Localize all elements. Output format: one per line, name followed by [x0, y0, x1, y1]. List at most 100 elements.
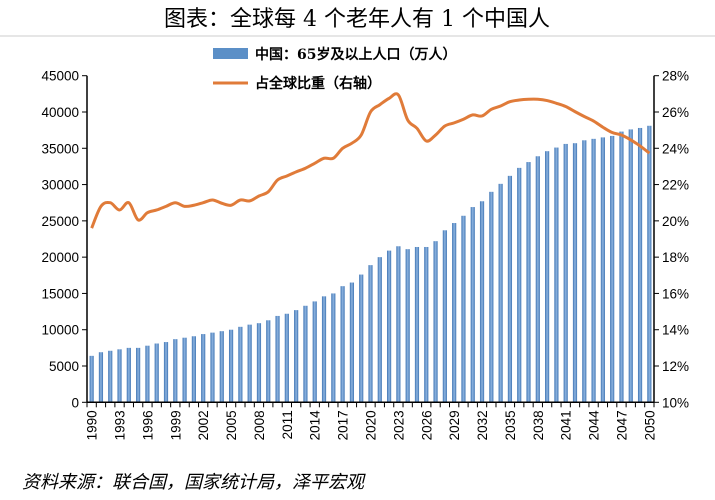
right-tick-label: 10%: [662, 395, 689, 410]
bar-2049: [637, 127, 643, 403]
bar-2033: [489, 191, 494, 403]
right-tick-label: 14%: [662, 323, 689, 338]
bar-2016: [331, 293, 336, 403]
bar-2013: [303, 305, 308, 403]
bar-2048: [628, 129, 633, 403]
bar-1992: [108, 350, 113, 403]
bar-2004: [219, 331, 224, 403]
left-tick-label: 40000: [41, 105, 79, 120]
bar-2015: [321, 296, 327, 403]
bar-2002: [201, 334, 206, 403]
bar-2000: [182, 337, 187, 403]
bar-2043: [582, 140, 587, 403]
x-tick-label: 2050: [642, 410, 657, 440]
x-tick-label: 2041: [559, 410, 574, 440]
bar-1991: [98, 352, 104, 403]
bar-2019: [359, 274, 364, 403]
left-tick-label: 10000: [41, 323, 79, 338]
bar-1999: [173, 339, 178, 403]
bar-2028: [442, 230, 447, 403]
bar-2014: [312, 301, 317, 403]
bar-2038: [535, 156, 540, 403]
bar-2026: [424, 246, 429, 403]
left-tick-label: 15000: [41, 286, 79, 301]
x-tick-label: 2008: [252, 410, 267, 440]
bar-1990: [89, 355, 94, 403]
x-tick-label: 2035: [503, 410, 518, 440]
bar-1997: [154, 343, 159, 403]
bar-2017: [340, 286, 345, 403]
bar-2020: [368, 265, 373, 403]
legend-line-label: 占全球比重（右轴）: [255, 75, 381, 92]
bar-2035: [507, 175, 513, 403]
chart-title: 图表：全球每 4 个老年人有 1 个中国人: [164, 7, 550, 32]
bar-2001: [191, 336, 196, 403]
bar-2024: [405, 249, 410, 403]
legend-bar-label: 中国：65岁及以上人口（万人）: [255, 46, 456, 63]
x-tick-label: 2014: [308, 410, 323, 441]
x-tick-label: 1990: [85, 410, 100, 440]
bar-2037: [526, 162, 531, 403]
left-tick-label: 35000: [41, 141, 79, 156]
x-tick-label: 2026: [419, 410, 434, 440]
x-tick-label: 2032: [475, 410, 490, 440]
x-tick-label: 2038: [531, 410, 546, 440]
legend: 中国：65岁及以上人口（万人） 占全球比重（右轴）: [213, 46, 456, 92]
bar-2045: [600, 137, 605, 403]
x-tick-label: 2005: [224, 410, 239, 440]
right-tick-label: 20%: [662, 214, 689, 229]
bar-2036: [517, 167, 522, 403]
bar-2030: [461, 215, 466, 403]
right-tick-label: 16%: [662, 286, 689, 301]
bar-2034: [498, 183, 503, 403]
bar-2040: [554, 147, 559, 403]
legend-bar-swatch: [213, 48, 248, 59]
x-tick-label: 2044: [587, 410, 602, 441]
x-tick-label: 2017: [336, 410, 351, 440]
bar-1996: [145, 345, 150, 403]
bar-2010: [275, 315, 280, 403]
bar-2039: [545, 151, 550, 403]
bar-2047: [619, 131, 624, 403]
x-tick-label: 2011: [280, 410, 295, 439]
bar-2005: [228, 329, 234, 403]
bar-2008: [256, 323, 262, 403]
right-tick-label: 18%: [662, 250, 689, 265]
left-tick-label: 25000: [41, 214, 79, 229]
bar-2009: [266, 320, 271, 403]
bar-2021: [377, 257, 382, 403]
bar-1995: [136, 347, 141, 403]
bar-2032: [479, 201, 485, 403]
left-tick-label: 0: [71, 395, 79, 410]
bar-2025: [414, 246, 420, 403]
right-tick-label: 12%: [662, 359, 689, 374]
bar-2041: [563, 143, 568, 403]
right-tick-label: 22%: [662, 178, 689, 193]
x-tick-label: 2047: [614, 410, 629, 440]
bar-2029: [452, 223, 457, 403]
left-tick-label: 45000: [41, 69, 79, 84]
bar-2012: [294, 310, 299, 403]
bar-2023: [396, 246, 401, 403]
x-tick-label: 1993: [113, 410, 128, 440]
share-line: [90, 92, 651, 229]
bar-1994: [126, 347, 131, 403]
x-tick-label: 2029: [447, 410, 462, 440]
right-tick-label: 24%: [662, 141, 689, 156]
left-tick-label: 20000: [41, 250, 79, 265]
bar-2031: [470, 207, 475, 403]
bar-1998: [163, 342, 169, 403]
x-tick-label: 2023: [391, 410, 406, 440]
left-tick-label: 5000: [49, 359, 79, 374]
bar-1993: [117, 349, 122, 403]
bar-2044: [591, 138, 596, 403]
bar-2006: [238, 326, 243, 403]
bar-2007: [247, 324, 252, 403]
x-tick-label: 1999: [168, 410, 183, 440]
bar-2018: [349, 282, 355, 403]
bar-2027: [433, 241, 438, 403]
left-tick-label: 30000: [41, 178, 79, 193]
source-note: 资料来源：联合国，国家统计局，泽平宏观: [22, 472, 366, 493]
bar-2003: [210, 332, 215, 403]
